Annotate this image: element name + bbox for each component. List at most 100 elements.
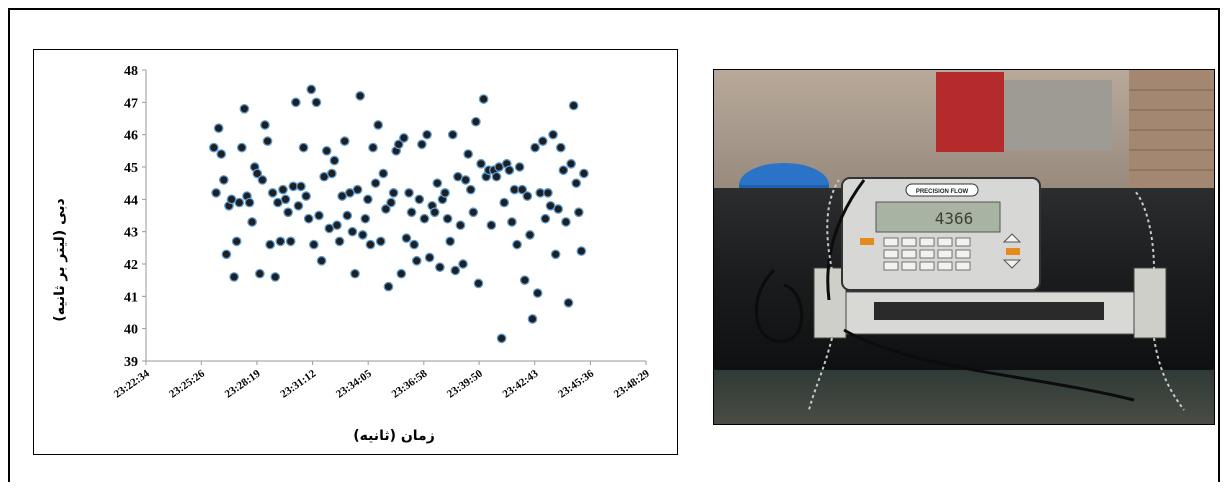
x-tick-label: 23:22:34 [112,367,152,400]
data-point [231,236,242,247]
data-point [553,204,564,214]
data-point [571,178,582,189]
data-point [555,142,566,153]
data-point [327,168,337,179]
y-tick-label: 39 [124,355,138,370]
data-point [468,207,479,218]
data-point [339,136,350,146]
data-point [548,129,558,140]
device-arrow-keys [1002,233,1022,269]
data-point [450,265,461,276]
data-point [278,184,288,195]
data-point [221,249,232,260]
data-point [442,213,453,224]
data-point [406,207,417,218]
data-point [447,129,458,140]
data-point [306,84,317,95]
data-point [316,255,327,266]
data-point [440,188,450,198]
data-point [355,91,365,101]
x-axis-title: زمان (ثانیه) [353,428,435,444]
data-point [252,168,263,179]
data-point [216,149,227,159]
data-point [566,158,576,169]
device-keypad [883,237,971,271]
data-point [368,142,378,153]
data-point [378,168,389,179]
data-point [486,220,497,231]
data-point [419,213,430,224]
data-point [432,178,443,189]
data-point [383,281,394,292]
red-panel [936,72,1004,152]
data-point [303,213,314,224]
y-axis-title: دبی (لیتر بر ثانیه) [52,198,68,321]
data-point [424,252,435,263]
data-point [314,210,324,221]
data-point [308,239,319,250]
x-tick-label: 23:36:58 [390,367,430,400]
data-point [417,139,427,150]
data-point [563,297,574,308]
x-tick-label: 23:48:29 [612,367,652,400]
data-point [512,239,522,250]
cables [754,179,1135,402]
y-tick-label: 40 [124,323,138,338]
chart-axes [145,70,646,362]
data-point [422,129,432,140]
y-tick-label: 45 [124,161,138,176]
data-point [478,94,489,104]
data-point [465,184,476,195]
x-tick-label: 23:31:12 [278,367,318,400]
x-tick-label: 23:39:50 [445,367,485,400]
brick-lines [1129,89,1214,171]
x-tick-label: 23:42:43 [501,367,541,400]
data-point [573,207,584,218]
data-point [213,123,224,134]
data-point [409,239,420,250]
data-point [568,100,579,111]
device-logo-plate [905,183,979,197]
data-point [576,246,587,256]
data-point [262,136,273,146]
data-point [267,188,278,198]
data-points [208,84,589,344]
data-point [208,142,219,153]
data-point [579,168,589,179]
data-point [360,213,371,224]
data-point [491,171,502,182]
data-point [301,191,311,201]
data-point [561,217,571,227]
data-point [321,145,332,156]
data-point [352,184,363,195]
y-tick-label: 47 [124,96,138,111]
data-point [296,181,306,192]
grey-box [1004,80,1112,150]
data-point [275,236,286,247]
device-screen [875,201,1001,233]
y-tick-labels: 39 40 41 42 43 44 45 46 47 48 [124,64,146,370]
y-tick-label: 46 [124,129,138,144]
data-point [365,239,376,250]
data-point [293,200,304,211]
flowmeter-photo: PRECISION FLOW 4366 [713,69,1215,425]
brick-wall [1129,70,1214,200]
data-point [388,188,399,198]
data-point [393,139,404,150]
scatter-chart-panel: 39 40 41 42 43 44 45 46 47 48 23:22:34 23:25:26 23:… [33,49,678,455]
data-point [386,197,396,208]
right-clamp [1133,267,1167,339]
data-point [373,120,384,130]
data-point [257,175,268,185]
data-point [504,165,515,176]
data-point [519,275,530,286]
data-point [396,268,407,279]
data-point [401,233,412,243]
data-point [239,103,250,114]
data-point [540,213,551,224]
device-brand-label: PRECISION FLOW [916,189,969,195]
data-point [499,197,510,208]
y-tick-label: 41 [124,290,138,305]
ruler-rail-slot [874,302,1104,320]
